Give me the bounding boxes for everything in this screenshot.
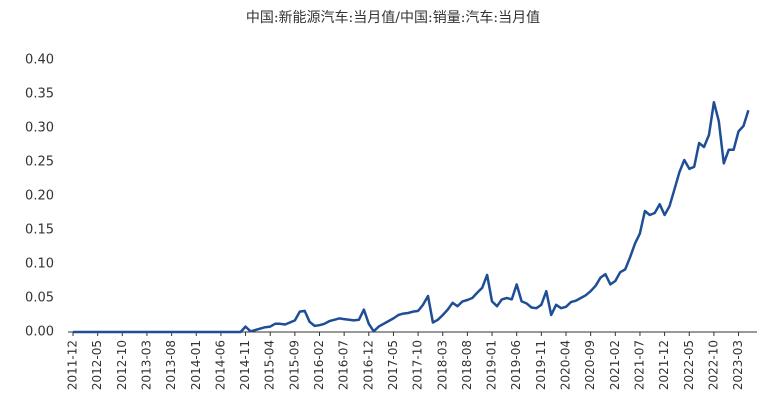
y-tick-label: 0.20 [25,189,54,204]
x-tick-label: 2020-04 [559,340,573,390]
x-tick-label: 2011-12 [66,340,80,390]
x-tick-label: 2014-01 [189,340,203,390]
x-tick-label: 2017-10 [411,340,425,390]
x-tick-label: 2016-12 [361,340,375,390]
x-tick-label: 2016-02 [312,340,326,390]
x-tick-label: 2015-04 [263,340,277,390]
x-tick-label: 2018-03 [435,340,449,390]
y-tick-label: 0.35 [25,87,54,102]
x-tick-label: 2014-11 [238,340,252,390]
x-tick-label: 2019-01 [485,340,499,390]
x-tick-label: 2016-07 [337,340,351,390]
y-tick-label: 0.25 [25,155,54,170]
x-tick-label: 2014-06 [213,340,227,390]
x-tick-label: 2012-10 [115,340,129,390]
y-tick-label: 0.00 [25,325,54,340]
x-tick-label: 2019-11 [534,340,548,390]
x-tick-label: 2021-02 [608,340,622,390]
x-tick-label: 2012-05 [90,340,104,390]
x-tick-label: 2015-09 [287,340,301,390]
x-tick-label: 2020-09 [583,340,597,390]
x-tick-label: 2019-06 [509,340,523,390]
x-tick-label: 2022-05 [682,340,696,390]
x-tick-label: 2022-10 [706,340,720,390]
y-tick-label: 0.05 [25,291,54,306]
x-tick-label: 2017-05 [386,340,400,390]
x-tick-label: 2021-12 [657,340,671,390]
x-tick-label: 2023-03 [731,340,745,390]
y-tick-label: 0.40 [25,53,54,68]
x-tick-label: 2013-08 [164,340,178,390]
y-tick-label: 0.30 [25,121,54,136]
y-tick-label: 0.15 [25,223,54,238]
x-tick-label: 2018-08 [460,340,474,390]
x-tick-label: 2013-03 [139,340,153,390]
x-tick-label: 2021-07 [632,340,646,390]
data-line [73,100,750,334]
chart-title: 中国:新能源汽车:当月值/中国:销量:汽车:当月值 [246,9,540,26]
y-tick-label: 0.10 [25,257,54,272]
